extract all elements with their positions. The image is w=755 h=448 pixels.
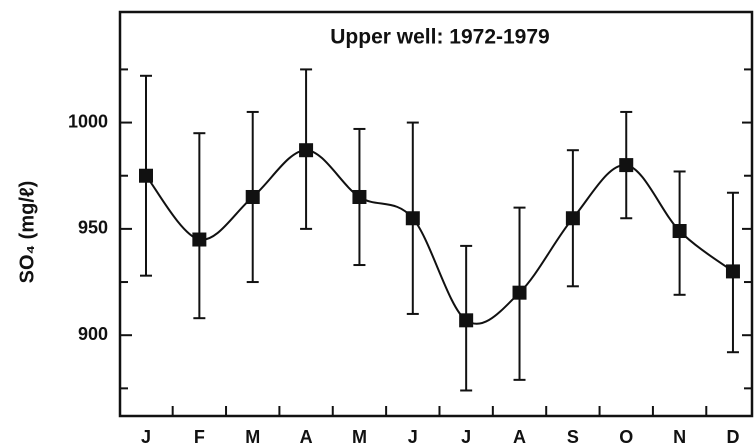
y-tick-label: 900 <box>78 324 108 344</box>
x-tick-label: A <box>513 427 526 447</box>
x-tick-label: A <box>300 427 313 447</box>
marker <box>619 158 634 173</box>
marker <box>512 285 527 300</box>
marker <box>725 264 740 279</box>
x-tick-label: S <box>567 427 579 447</box>
y-tick-label: 950 <box>78 218 108 238</box>
x-tick-label: N <box>673 427 686 447</box>
y-axis-label: SO₄ (mg/ℓ) <box>16 181 38 284</box>
x-tick-label: M <box>245 427 260 447</box>
marker <box>245 189 260 204</box>
marker <box>352 189 367 204</box>
marker <box>192 232 207 247</box>
x-tick-label: J <box>461 427 471 447</box>
x-tick-label: D <box>726 427 739 447</box>
marker <box>139 168 153 183</box>
marker <box>565 211 580 226</box>
chart-title: Upper well: 1972-1979 <box>330 26 549 49</box>
x-tick-label: O <box>619 427 633 447</box>
series-line <box>145 149 734 325</box>
marker <box>405 211 420 226</box>
x-tick-label: J <box>141 427 151 447</box>
x-tick-label: F <box>194 427 205 447</box>
y-tick-label: 1000 <box>68 111 108 131</box>
x-tick-label: M <box>352 427 367 447</box>
marker <box>672 224 687 239</box>
x-tick-label: J <box>408 427 418 447</box>
marker <box>459 313 474 328</box>
plot-frame <box>118 10 754 418</box>
marker <box>299 143 314 158</box>
